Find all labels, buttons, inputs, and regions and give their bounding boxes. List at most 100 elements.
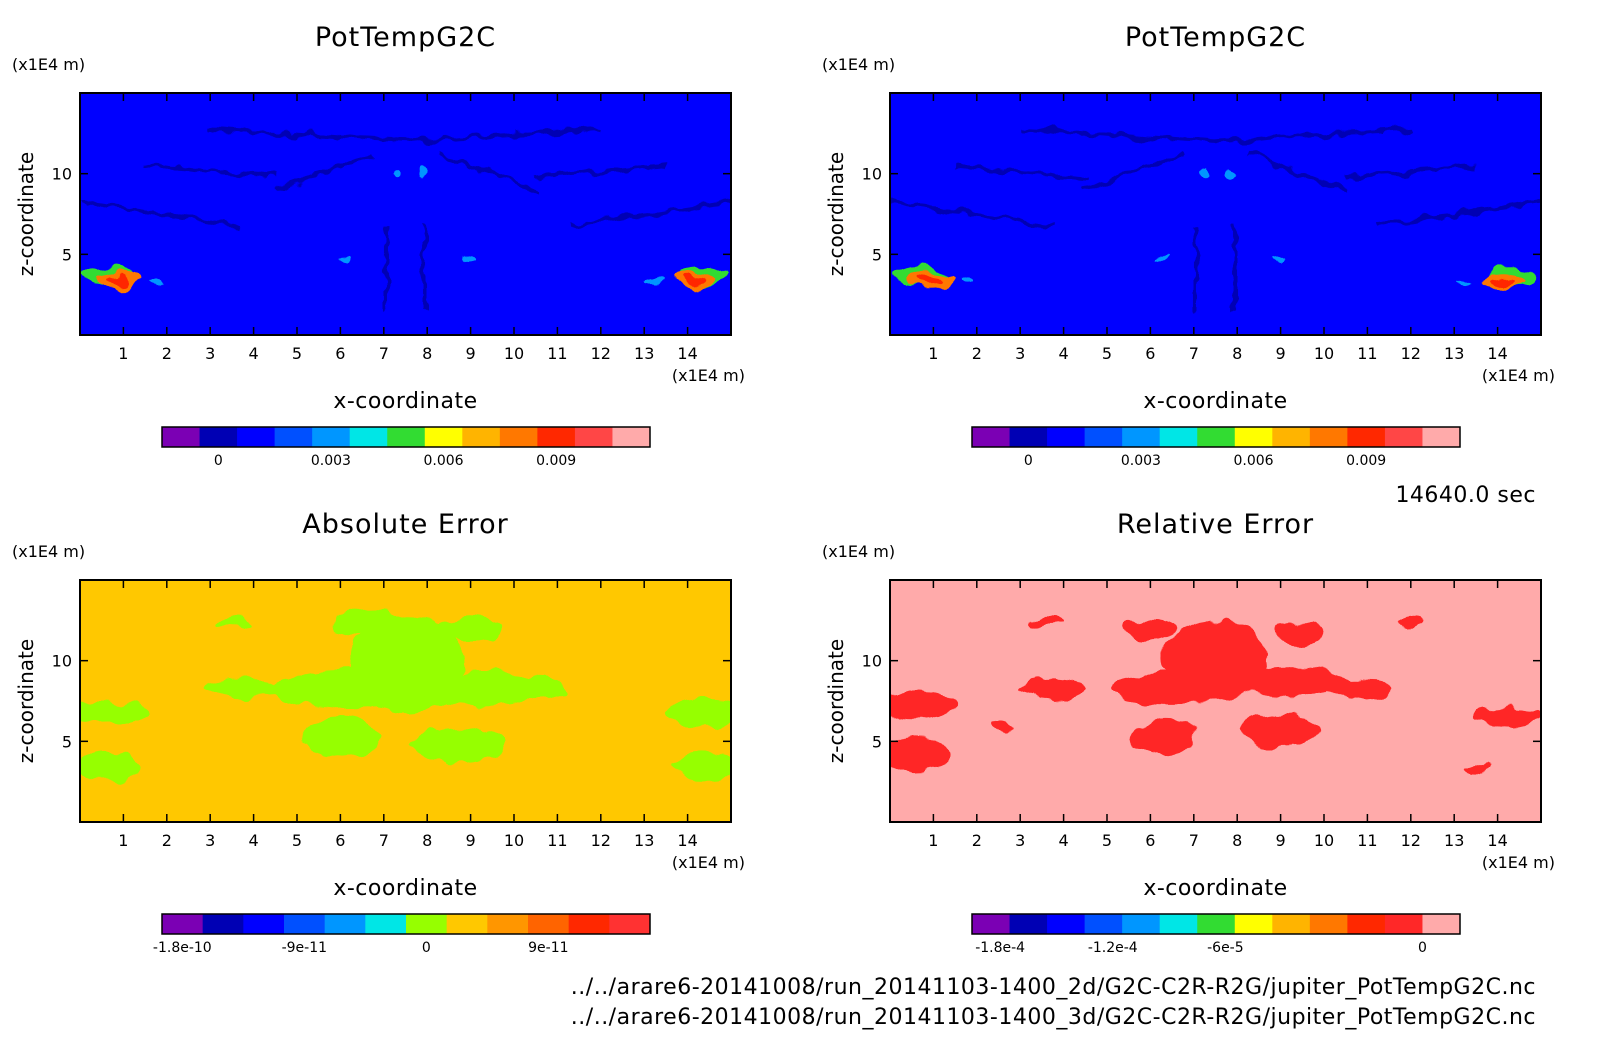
contour-line [1247,151,1347,192]
x-tick-label: 8 [1232,831,1242,850]
x-tick-label: 6 [1145,831,1155,850]
contour-line [80,199,244,229]
colorbar-swatch [568,914,610,934]
chart-title: PotTempG2C [315,22,496,53]
y-axis-label: z-coordinate [14,152,38,276]
x-tick-label: 8 [422,831,432,850]
colorbar-swatch [284,914,326,934]
y-unit-label: (x1E4 m) [822,55,895,74]
y-tick-label: 5 [62,245,72,264]
colorbar-swatch [312,427,351,447]
x-tick-label: 9 [466,344,476,363]
contour-line [1215,127,1411,144]
x-tick-label: 7 [1189,344,1199,363]
y-axis-label: z-coordinate [824,639,848,763]
colorbar-swatch [1047,914,1086,934]
field-feature [1274,621,1327,646]
colorbar-swatch [424,427,463,447]
x-tick-label: 11 [1357,344,1377,363]
colorbar-swatch [274,427,313,447]
colorbar-tick-label: -9e-11 [282,940,327,956]
time-label: 14640.0 sec [1395,483,1536,508]
colorbar-tick-label: 0 [1024,453,1033,469]
field-area [890,580,1541,822]
x-tick-label: 3 [205,831,215,850]
x-tick-label: 12 [591,831,611,850]
colorbar-swatch [1309,914,1348,934]
colorbar-swatch [1047,427,1086,447]
colorbar-swatch [609,914,651,934]
x-tick-label: 13 [634,344,654,363]
colorbar-swatch [1384,427,1423,447]
x-tick-label: 5 [292,344,302,363]
file-path-3d: ../../arare6-20141008/run_20141103-1400_… [570,1005,1536,1030]
x-tick-label: 12 [1401,344,1421,363]
contour-line [535,163,667,180]
field-background [80,93,731,335]
colorbar-frame [971,913,1461,935]
x-tick-label: 13 [1444,831,1464,850]
field-feature [80,751,139,781]
x-tick-label: 10 [504,831,524,850]
colorbar: 0 0.003 0.006 0.009 [971,426,1461,469]
x-tick-label: 1 [928,344,938,363]
x-axis-label: x-coordinate [333,389,477,414]
x-unit-label: (x1E4 m) [1482,853,1555,872]
field-feature [1462,763,1489,774]
x-axis-label: x-coordinate [1143,876,1287,901]
x-tick-label: 4 [1059,831,1069,850]
x-tick-label: 3 [1015,344,1025,363]
colorbar-swatch [972,914,1011,934]
x-tick-label: 14 [1487,344,1507,363]
y-tick-label: 10 [862,165,882,184]
x-tick-label: 2 [972,344,982,363]
x-tick-label: 7 [379,344,389,363]
field-feature [438,616,504,641]
field-feature [1455,278,1471,285]
field-feature [503,676,569,702]
field-feature [333,611,413,636]
field-feature [150,278,166,285]
y-tick-label: 10 [862,652,882,671]
contour-line [210,127,406,144]
field-feature [987,720,1014,731]
x-tick-label: 13 [634,831,654,850]
colorbar-swatch [162,427,201,447]
colorbar-tick-label: 9e-11 [528,940,568,956]
contour-line [274,151,374,192]
field-feature [960,278,976,285]
field-features [890,616,1541,774]
field-feature [1241,713,1320,747]
x-tick-label: 4 [249,344,259,363]
colorbar-tick-label: -1.8e-10 [153,940,212,956]
x-tick-label: 14 [1487,831,1507,850]
contour-lines [80,127,731,311]
y-unit-label: (x1E4 m) [12,55,85,74]
field-features [893,168,1538,288]
field-area [80,580,731,822]
colorbar-swatch [1272,427,1311,447]
colorbar-swatch [1309,427,1348,447]
colorbar-tick-label: -1.8e-4 [975,940,1025,956]
x-tick-label: 6 [1145,344,1155,363]
x-tick-label: 11 [547,831,567,850]
chart-panel-2: PotTempG2C(x1E4 m)1 2 3 4 5 6 7 8 9 10 11 12 13 14510… [822,22,1555,469]
contour-line [890,199,1054,229]
field-feature [1226,168,1237,178]
field-feature [1326,679,1392,699]
field-background [890,93,1541,335]
field-feature [1029,616,1063,626]
x-tick-label: 10 [504,344,524,363]
plot-frame [79,92,732,336]
x-tick-label: 5 [1102,831,1112,850]
field-feature [890,691,956,721]
colorbar-frame [971,426,1461,448]
colorbar-tick-label: 0 [1418,940,1427,956]
colorbar-tick-label: 0.009 [536,453,576,469]
x-tick-label: 10 [1314,344,1334,363]
colorbar-swatch [1159,427,1198,447]
field-feature [672,751,731,781]
field-feature [1111,674,1229,704]
colorbar-swatch [1234,427,1273,447]
